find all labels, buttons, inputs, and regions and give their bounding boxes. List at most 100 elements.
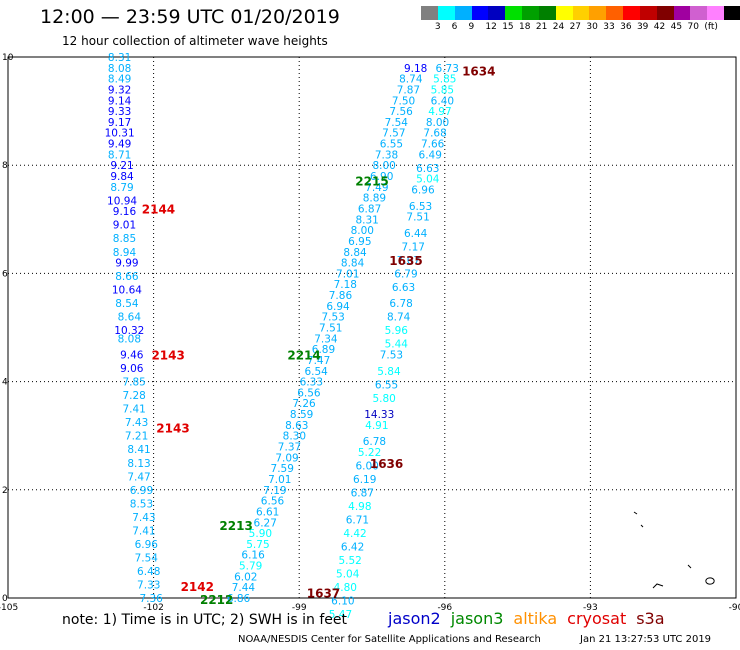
color-scale-tick: 12: [485, 22, 497, 32]
coastline-fragment: [652, 583, 664, 589]
wave-height-value: 6.10: [331, 596, 354, 608]
wave-height-value: 8.53: [130, 498, 153, 510]
wave-height-value: 6.95: [348, 236, 371, 248]
wave-height-value: 5.96: [385, 325, 409, 337]
color-swatch: [555, 6, 574, 20]
wave-height-value: 5.85: [431, 84, 454, 96]
pass-label: 2144: [142, 202, 175, 216]
wave-height-value: 9.21: [110, 160, 133, 172]
y-tick-label: 0: [2, 594, 8, 604]
color-swatch: [454, 6, 472, 20]
wave-height-value: 6.40: [431, 95, 454, 107]
wave-height-value: 7.41: [132, 525, 155, 537]
wave-height-value: 4.98: [348, 501, 371, 513]
wave-height-value: 6.86: [227, 593, 251, 605]
wave-height-value: 7.19: [263, 485, 286, 497]
color-scale-tick: 24: [552, 22, 565, 32]
satellite-legend-entry: cryosat: [567, 609, 627, 628]
color-scale-tick: (ft): [704, 22, 718, 32]
coastline-fragment: [633, 511, 638, 515]
wave-height-value: 8.41: [127, 444, 150, 456]
wave-height-value: 4.91: [365, 420, 388, 432]
wave-height-value: 5.52: [338, 555, 361, 567]
wave-height-value: 6.55: [380, 139, 403, 151]
color-scale-tick: 21: [535, 22, 548, 32]
wave-height-value: 8.79: [110, 182, 133, 194]
wave-height-value: 10.64: [112, 285, 142, 297]
wave-height-value: 7.17: [402, 241, 425, 253]
color-scale-tick: 18: [519, 22, 531, 32]
wave-height-value: 8.71: [108, 149, 131, 161]
y-tick-label: 4: [2, 378, 8, 388]
wave-height-value: 6.63: [416, 163, 439, 175]
wave-height-value: 7.50: [392, 95, 415, 107]
wave-height-value: 10.94: [107, 195, 137, 207]
wave-height-value: 7.33: [137, 579, 160, 591]
wave-height-value: 7.51: [406, 212, 429, 224]
wave-height-value: 7.53: [380, 350, 403, 362]
wave-height-value: 6.73: [436, 63, 459, 75]
color-swatch: [488, 6, 506, 20]
wave-height-value: 4.80: [334, 582, 357, 594]
color-scale-tick: 33: [603, 22, 615, 32]
wave-height-value: 9.16: [113, 206, 137, 218]
credit-line: NOAA/NESDIS Center for Satellite Applica…: [238, 634, 541, 645]
color-swatch: [538, 6, 557, 20]
wave-height-value: 5.80: [372, 393, 395, 405]
wave-height-value: 5.47: [329, 609, 352, 621]
chart-title: 12:00 — 23:59 UTC 01/20/2019: [40, 6, 340, 28]
wave-height-value: 7.01: [336, 268, 359, 280]
wave-height-value: 6.33: [300, 377, 323, 389]
wave-height-value: 7.47: [127, 471, 150, 483]
wave-height-value: 7.68: [423, 128, 446, 140]
wave-height-value: 8.59: [290, 409, 313, 421]
wave-height-value: 7.59: [271, 463, 294, 475]
wave-height-value: 8.00: [426, 117, 449, 129]
coastline-fragment: [640, 524, 644, 528]
wave-height-value: 8.84: [343, 247, 367, 259]
color-scale-bar: [421, 6, 740, 20]
wave-height-value: 7.26: [292, 398, 316, 410]
pass-label: 1637: [307, 587, 340, 601]
wave-height-value: 6.02: [234, 571, 257, 583]
color-scale-tick: 6: [451, 22, 458, 32]
color-scale-tick: 70: [687, 22, 699, 32]
wave-height-value: 7.66: [421, 139, 445, 151]
wave-height-value: 9.17: [108, 117, 131, 129]
wave-height-value: 7.07: [397, 255, 420, 267]
chart-subtitle: 12 hour collection of altimeter wave hei…: [62, 34, 328, 48]
color-swatch: [437, 6, 456, 20]
wave-height-value: 4.42: [343, 528, 366, 540]
wave-height-value: 7.21: [125, 431, 148, 443]
x-tick-label: -93: [583, 603, 598, 613]
wave-height-value: 7.87: [397, 84, 420, 96]
coastline-fragment: [687, 564, 692, 569]
footnote: note: 1) Time is in UTC; 2) SWH is in fe…: [62, 612, 348, 628]
wave-height-value: 9.06: [120, 363, 144, 375]
wave-height-value: 6.19: [353, 474, 376, 486]
wave-height-value: 9.14: [108, 95, 132, 107]
wave-height-value: 7.85: [122, 377, 145, 389]
color-swatch: [656, 6, 675, 20]
wave-height-value: 8.08: [118, 333, 141, 345]
wave-height-value: 6.54: [304, 366, 328, 378]
color-scale-tick: 39: [636, 22, 649, 32]
color-swatch: [639, 6, 658, 20]
wave-height-value: 6.96: [411, 185, 435, 197]
wave-height-value: 6.44: [404, 228, 428, 240]
wave-height-value: 8.00: [372, 160, 395, 172]
satellite-legend-entry: altika: [513, 609, 558, 628]
wave-height-value: 7.47: [307, 355, 330, 367]
wave-height-value: 6.94: [326, 301, 350, 313]
wave-height-value: 7.49: [365, 182, 388, 194]
color-swatch: [673, 6, 691, 20]
x-tick-label: -105: [0, 603, 18, 613]
pass-label: 2142: [181, 580, 214, 594]
wave-height-value: 5.79: [239, 561, 262, 573]
pass-label: 2213: [219, 519, 252, 533]
wave-height-value: 9.49: [108, 139, 131, 151]
wave-height-value: 8.54: [115, 298, 139, 310]
wave-height-value: 9.32: [108, 84, 131, 96]
satellite-legend-entry: jason2: [388, 609, 441, 628]
wave-height-value: 6.53: [409, 201, 432, 213]
